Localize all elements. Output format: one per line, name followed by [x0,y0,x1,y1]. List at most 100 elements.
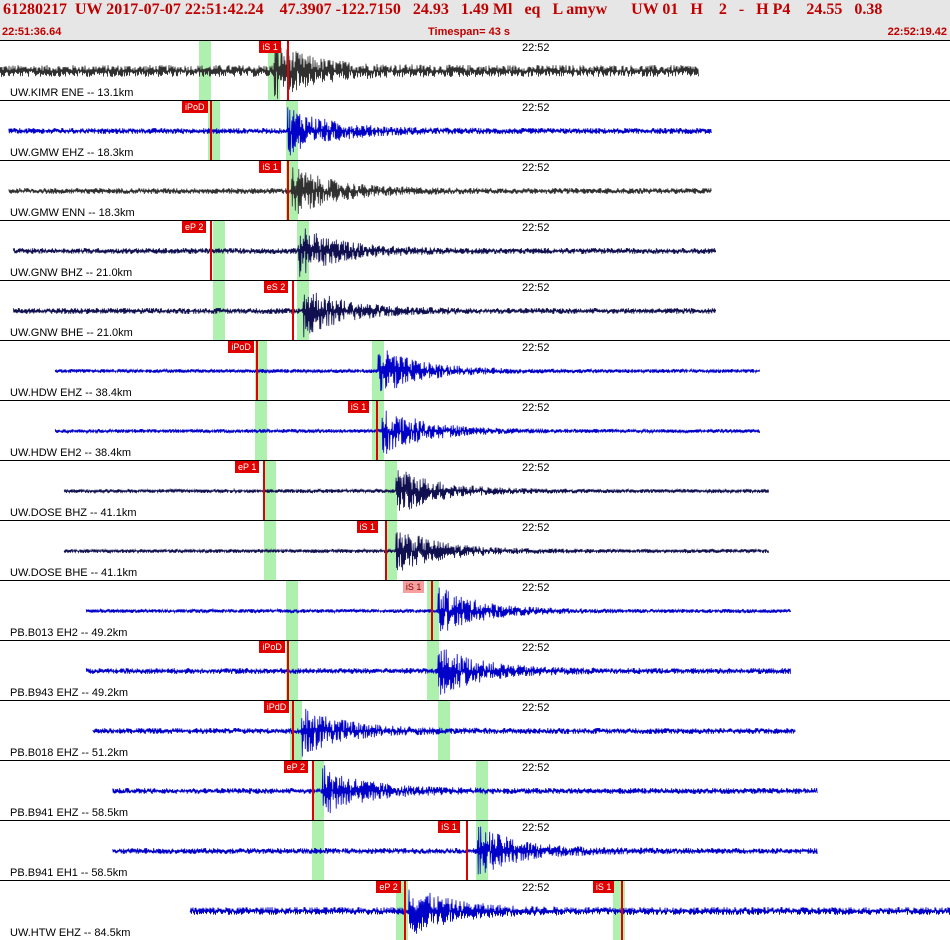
trace-panel[interactable]: iS 1 22:52 UW.DOSE BHE -- 41.1km [0,520,950,580]
trace-panel[interactable]: eP 2 iS 1 22:52 UW.HTW EHZ -- 84.5km [0,880,950,940]
waveform [85,649,792,695]
waveform [63,532,769,571]
trace-panel[interactable]: eS 2 22:52 UW.GNW BHE -- 21.0km [0,280,950,340]
phase-pick-label[interactable]: iS 1 [259,161,281,173]
pick-line[interactable] [620,881,623,940]
pick-line[interactable] [375,401,378,460]
header-bar: 61280217 UW 2017-07-07 22:51:42.24 47.39… [0,0,950,40]
trace-panel[interactable]: iS 1 22:52 UW.GMW ENN -- 18.3km [0,160,950,220]
phase-pick-label[interactable]: eP 2 [376,881,401,893]
trace-panel[interactable]: iPoD 22:52 UW.HDW EHZ -- 38.4km [0,340,950,400]
trace-panel[interactable]: iPoD 22:52 UW.GMW EHZ -- 18.3km [0,100,950,160]
time-tick-label: 22:52 [522,762,550,774]
trace-panel[interactable]: iPoD 22:52 PB.B943 EHZ -- 49.2km [0,640,950,700]
trace-panel[interactable]: eP 2 22:52 UW.GNW BHZ -- 21.0km [0,220,950,280]
pick-line[interactable] [430,581,433,640]
station-label: UW.GNW BHE -- 21.0km [10,327,133,339]
time-tick-label: 22:52 [522,102,550,114]
pick-line[interactable] [263,461,266,520]
event-summary: 61280217 UW 2017-07-07 22:51:42.24 47.39… [3,1,883,18]
pick-line[interactable] [287,161,290,220]
waveform [8,167,712,214]
waveform [0,46,699,99]
pick-line[interactable] [210,101,212,160]
station-label: UW.GMW ENN -- 18.3km [10,207,135,219]
pick-line[interactable] [287,41,290,100]
time-tick-label: 22:52 [522,42,550,54]
pick-line[interactable] [256,341,259,400]
waveform [85,587,792,632]
pick-line[interactable] [291,701,294,760]
phase-pick-label[interactable]: iS 1 [356,521,379,533]
station-label: UW.KIMR ENE -- 13.1km [10,87,134,99]
trace-panel[interactable]: iS 1 22:52 PB.B941 EH1 -- 58.5km [0,820,950,880]
time-tick-label: 22:52 [522,462,550,474]
trace-panel[interactable]: iS 1 22:52 PB.B013 EH2 -- 49.2km [0,580,950,640]
trace-panels: iS 1 22:52 UW.KIMR ENE -- 13.1km iPoD 22:52 U… [0,40,950,940]
station-label: PB.B943 EHZ -- 49.2km [10,687,128,699]
station-label: UW.HTW EHZ -- 84.5km [10,927,131,939]
trace-panel[interactable]: iS 1 22:52 UW.KIMR ENE -- 13.1km [0,40,950,100]
pick-window [285,581,298,640]
station-label: UW.HDW EHZ -- 38.4km [10,387,132,399]
pick-line[interactable] [287,641,290,700]
time-tick-label: 22:52 [522,222,550,234]
phase-pick-label[interactable]: iPoD [182,101,208,113]
phase-pick-label[interactable]: iS 1 [438,821,460,833]
time-tick-label: 22:52 [522,642,550,654]
trace-panel[interactable]: iS 1 22:52 UW.HDW EH2 -- 38.4km [0,400,950,460]
time-tick-label: 22:52 [522,342,550,354]
phase-pick-label[interactable]: iS 1 [402,581,425,593]
phase-pick-label[interactable]: iS 1 [592,881,615,893]
phase-pick-label[interactable]: eP 2 [283,761,308,773]
waveform [54,410,761,454]
time-tick-label: 22:52 [522,162,550,174]
timespan-label: Timespan= 43 s [428,26,511,38]
pick-line[interactable] [311,761,314,820]
phase-pick-label[interactable]: iPoD [259,641,285,653]
waveform [12,292,717,338]
pick-line[interactable] [291,281,294,340]
waveform [12,228,717,277]
station-label: PB.B941 EHZ -- 58.5km [10,807,128,819]
station-label: UW.DOSE BHE -- 41.1km [10,567,138,579]
pick-line[interactable] [404,881,407,940]
time-tick-label: 22:52 [522,282,550,294]
waveform [63,470,769,511]
pick-line[interactable] [466,821,469,880]
waveform [54,350,761,392]
time-tick-label: 22:52 [522,822,550,834]
station-label: UW.GNW BHZ -- 21.0km [10,267,133,279]
phase-pick-label[interactable]: iS 1 [347,401,370,413]
waveform [112,765,818,814]
waveform [189,889,950,934]
station-label: PB.B941 EH1 -- 58.5km [10,867,128,879]
phase-pick-label[interactable]: eS 2 [263,281,289,293]
station-label: UW.DOSE BHZ -- 41.1km [10,507,137,519]
station-label: UW.GMW EHZ -- 18.3km [10,147,134,159]
phase-pick-label[interactable]: eP 1 [235,461,260,473]
start-time: 22:51:36.64 [2,26,62,38]
time-tick-label: 22:52 [522,882,550,894]
waveform [92,708,796,757]
pick-window [263,461,276,520]
phase-pick-label[interactable]: eP 2 [182,221,207,233]
trace-panel[interactable]: iPdD 22:52 PB.B018 EHZ -- 51.2km [0,700,950,760]
end-time: 22:52:19.42 [887,26,947,38]
phase-pick-label[interactable]: iPoD [228,341,254,353]
station-label: PB.B018 EHZ -- 51.2km [10,747,128,759]
pick-line[interactable] [210,221,212,280]
phase-pick-label[interactable]: iS 1 [259,41,281,53]
time-tick-label: 22:52 [522,702,550,714]
waveform [8,107,712,156]
phase-pick-label[interactable]: iPdD [263,701,290,713]
trace-panel[interactable]: eP 2 22:52 PB.B941 EHZ -- 58.5km [0,760,950,820]
time-tick-label: 22:52 [522,402,550,414]
pick-line[interactable] [384,521,387,580]
time-tick-label: 22:52 [522,522,550,534]
station-label: UW.HDW EH2 -- 38.4km [10,447,132,459]
waveform [112,826,818,875]
station-label: PB.B013 EH2 -- 49.2km [10,627,128,639]
trace-panel[interactable]: eP 1 22:52 UW.DOSE BHZ -- 41.1km [0,460,950,520]
time-tick-label: 22:52 [522,582,550,594]
